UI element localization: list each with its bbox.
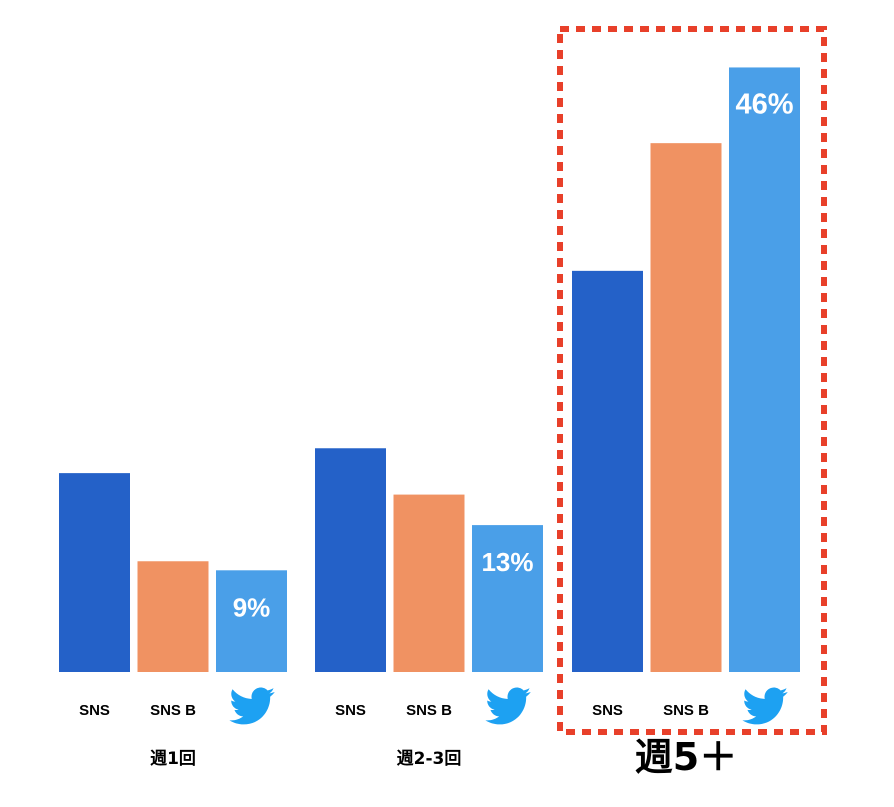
data-label-1: 9% bbox=[233, 592, 271, 622]
category-label: SNS B bbox=[663, 702, 709, 719]
twitter-icon bbox=[485, 687, 531, 725]
twitter-icon bbox=[742, 687, 788, 725]
category-label: SNS bbox=[592, 702, 623, 719]
category-label: SNS B bbox=[406, 702, 452, 719]
bar-1-3 bbox=[216, 570, 287, 672]
data-label-3: 46% bbox=[735, 88, 793, 120]
bar-2-3 bbox=[472, 525, 543, 672]
bar-1-2 bbox=[137, 561, 209, 672]
twitter-icon bbox=[229, 687, 275, 725]
category-label: SNS bbox=[79, 702, 110, 719]
group-label-2: 週2-3回 bbox=[397, 749, 462, 769]
bar-2-2 bbox=[393, 494, 465, 672]
group-label-3: 週5＋ bbox=[635, 735, 737, 779]
category-label: SNS B bbox=[150, 702, 196, 719]
data-label-2: 13% bbox=[481, 547, 533, 577]
category-label: SNS bbox=[335, 702, 366, 719]
bar-3-3 bbox=[729, 67, 800, 672]
bar-3-2 bbox=[650, 143, 722, 672]
bar-1-1 bbox=[59, 473, 130, 672]
bar-3-1 bbox=[572, 270, 643, 672]
bar-2-1 bbox=[315, 448, 386, 672]
group-label-1: 週1回 bbox=[150, 749, 196, 769]
highlight-box bbox=[557, 26, 827, 735]
